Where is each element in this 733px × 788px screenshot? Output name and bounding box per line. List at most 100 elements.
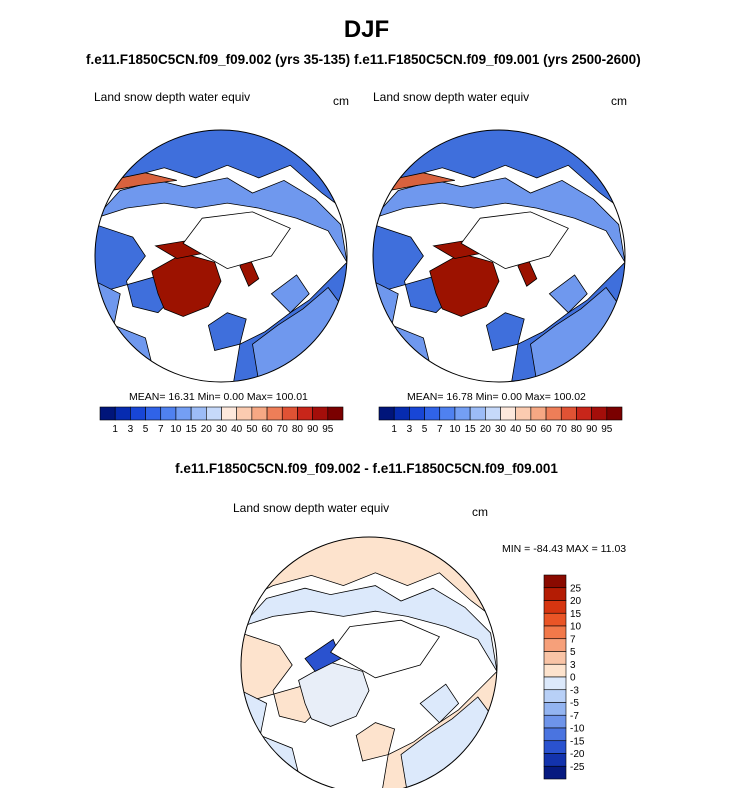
colorbar-box xyxy=(251,406,268,421)
landmass xyxy=(419,683,460,724)
colorbar-box xyxy=(543,612,567,627)
colorbar-box xyxy=(543,740,567,754)
right-panel-title: f.e11.F1850C5CN.f09_f09.001 (yrs 2500-26… xyxy=(354,52,641,67)
colorbar-tick-label: 3 xyxy=(570,660,576,671)
colorbar-tick-label: 50 xyxy=(246,424,258,435)
greenland xyxy=(151,253,222,317)
colorbar-box xyxy=(297,406,313,421)
colorbar-tick-label: 0 xyxy=(570,673,576,684)
colorbar-box xyxy=(378,406,395,421)
colorbar-tick-label: -7 xyxy=(570,711,579,722)
colorbar-tick-label: 80 xyxy=(292,424,304,435)
colorbar-box xyxy=(424,406,441,421)
colorbar-box xyxy=(543,574,567,589)
landmass xyxy=(548,274,588,314)
landmass xyxy=(207,312,247,351)
colorbar-box xyxy=(393,406,410,421)
landmass xyxy=(241,537,497,622)
colorbar-tick-label: -10 xyxy=(570,724,585,735)
colorbar-box xyxy=(312,406,329,421)
colorbar-tick-label: -15 xyxy=(570,736,585,747)
colorbar-tick-label: 20 xyxy=(570,596,582,607)
figure-title: DJF xyxy=(343,16,390,43)
colorbar-tick-label: 5 xyxy=(570,647,576,658)
colorbar-box xyxy=(576,406,592,421)
colorbar-box xyxy=(543,600,567,614)
landmass xyxy=(355,722,396,762)
greenland xyxy=(429,253,500,317)
colorbar-tick-label: 90 xyxy=(307,424,319,435)
greenland xyxy=(298,661,370,727)
colorbar-tick-label: 90 xyxy=(586,424,598,435)
colorbar-box xyxy=(500,406,516,421)
colorbar-box xyxy=(236,406,253,421)
colorbar-box xyxy=(281,406,298,421)
colorbar-tick-label: 5 xyxy=(422,424,428,435)
left-polar-map xyxy=(94,129,348,383)
colorbar-box xyxy=(221,406,237,421)
colorbar-box xyxy=(175,406,192,421)
colorbar-box xyxy=(591,406,608,421)
colorbar-box xyxy=(606,406,623,421)
colorbar-box xyxy=(99,406,116,421)
difference-title: f.e11.F1850C5CN.f09_f09.002 - f.e11.F185… xyxy=(175,461,558,476)
colorbar-tick-label: 30 xyxy=(495,424,507,435)
colorbar-box xyxy=(130,406,146,421)
colorbar-box xyxy=(206,406,222,421)
colorbar-box xyxy=(454,406,471,421)
colorbar-box xyxy=(409,406,425,421)
left-colorbar: 1 3 5 7 10 15 20 30 40 50 60 70 80 90 95 xyxy=(99,406,344,435)
left-variable-label: Land snow depth water equiv xyxy=(94,90,251,104)
colorbar-tick-label: 15 xyxy=(570,609,582,620)
colorbar-box xyxy=(543,663,567,678)
large-deficit-region xyxy=(304,638,342,672)
colorbar-tick-label: 15 xyxy=(186,424,198,435)
colorbar-box xyxy=(543,702,567,716)
right-units-label: cm xyxy=(611,94,627,108)
colorbar-box xyxy=(485,406,501,421)
colorbar-box xyxy=(545,406,562,421)
colorbar-box xyxy=(439,406,456,421)
colorbar-box xyxy=(543,625,567,640)
colorbar-tick-label: 15 xyxy=(465,424,477,435)
colorbar-box xyxy=(469,406,486,421)
colorbar-tick-label: 25 xyxy=(570,583,582,594)
colorbar-tick-label: -3 xyxy=(570,685,579,696)
colorbar-box xyxy=(543,587,567,601)
left-units-label: cm xyxy=(333,94,349,108)
arctic-ocean xyxy=(460,211,569,270)
colorbar-tick-label: 7 xyxy=(570,634,576,645)
colorbar-tick-label: 70 xyxy=(556,424,568,435)
colorbar-box xyxy=(543,676,567,691)
landmass xyxy=(485,312,525,351)
colorbar-tick-label: -20 xyxy=(570,749,585,760)
colorbar-tick-label: 20 xyxy=(480,424,492,435)
landmass xyxy=(373,130,625,213)
colorbar-box xyxy=(543,765,567,780)
colorbar-tick-label: -25 xyxy=(570,762,585,773)
colorbar-box xyxy=(543,753,567,767)
difference-polar-map xyxy=(240,536,498,788)
colorbar-tick-label: 1 xyxy=(112,424,118,435)
difference-variable-label: Land snow depth water equiv xyxy=(233,501,390,515)
colorbar-tick-label: 3 xyxy=(407,424,413,435)
colorbar-tick-label: 30 xyxy=(216,424,228,435)
right-polar-map xyxy=(372,129,626,383)
colorbar-box xyxy=(543,651,567,665)
colorbar-box xyxy=(560,406,577,421)
arctic-ocean xyxy=(330,619,441,679)
colorbar-tick-label: 7 xyxy=(158,424,164,435)
colorbar-tick-label: 80 xyxy=(571,424,583,435)
colorbar-box xyxy=(543,689,567,703)
colorbar-tick-label: 40 xyxy=(231,424,243,435)
colorbar-tick-label: 3 xyxy=(128,424,134,435)
colorbar-box xyxy=(543,727,567,742)
difference-units-label: cm xyxy=(472,505,488,519)
map-boundary xyxy=(240,536,498,788)
colorbar-box xyxy=(266,406,283,421)
colorbar-box xyxy=(160,406,177,421)
right-variable-label: Land snow depth water equiv xyxy=(373,90,530,104)
colorbar-box xyxy=(543,714,567,729)
map-boundary xyxy=(94,129,348,383)
